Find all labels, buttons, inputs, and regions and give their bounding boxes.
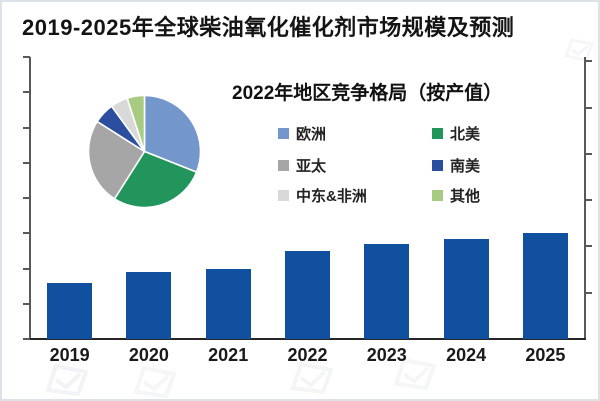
pie-slice-1 (113, 150, 198, 209)
legend-label-asia-pacific: 亚太 (296, 158, 327, 175)
y-axis-left-tick-2 (23, 126, 30, 129)
legend-label-north-america: 北美 (450, 126, 481, 143)
watermark-logo-icon (133, 365, 177, 399)
x-axis-label-2023: 2023 (366, 345, 407, 365)
y-axis-right-tick-1 (585, 245, 592, 248)
legend-item-others: 其他 (432, 185, 480, 206)
legend-swatch-asia-pacific (278, 160, 289, 171)
bar-2023 (364, 243, 410, 339)
bar-2019 (47, 282, 93, 339)
y-axis-left-tick-6 (23, 267, 30, 270)
legend-swatch-north-america (432, 128, 443, 139)
y-axis-right-tick-5 (585, 60, 592, 63)
legend-label-middle-east-africa: 中东&非洲 (296, 188, 367, 205)
x-axis-label-2025: 2025 (525, 345, 566, 365)
bar-2025 (522, 233, 568, 340)
x-axis-label-2024: 2024 (446, 345, 487, 365)
watermark-logo-icon (45, 363, 89, 397)
x-axis-label-2021: 2021 (208, 345, 249, 365)
legend-swatch-middle-east-africa (278, 190, 289, 201)
legend-item-europe: 欧洲 (278, 123, 326, 144)
legend-label-others: 其他 (450, 188, 481, 205)
y-axis-left-tick-8 (23, 338, 30, 340)
y-axis-right-tick-0 (585, 291, 592, 294)
y-axis-left (29, 57, 31, 339)
legend-item-north-america: 北美 (432, 123, 480, 144)
watermark-logo-icon (290, 361, 334, 395)
x-axis-label-2019: 2019 (49, 345, 90, 365)
watermark-logo-icon (393, 357, 437, 391)
bar-2024 (443, 238, 489, 339)
bar-2020 (126, 272, 172, 339)
y-axis-left-tick-3 (23, 161, 30, 164)
y-axis-left-tick-1 (23, 91, 30, 94)
pie-legend-title: 2022年地区竞争格局（按产值） (232, 83, 503, 104)
y-axis-right-tick-4 (585, 106, 592, 109)
legend-label-europe: 欧洲 (296, 126, 327, 143)
y-axis-right (584, 57, 586, 339)
y-axis-right-tick-3 (585, 152, 592, 155)
pie-slice-2 (87, 120, 146, 200)
bar-2022 (285, 250, 330, 339)
bar-2021 (205, 268, 251, 339)
legend-swatch-others (432, 190, 443, 201)
legend-item-south-america: 南美 (432, 155, 480, 176)
page-title: 2019-2025年全球柴油氧化催化剂市场规模及预测 (22, 15, 515, 40)
legend-swatch-europe (278, 128, 289, 139)
x-axis (29, 338, 586, 340)
watermark-logo-icon (563, 38, 595, 62)
x-axis-label-2020: 2020 (128, 345, 169, 365)
legend-label-south-america: 南美 (450, 158, 481, 175)
legend-item-asia-pacific: 亚太 (278, 155, 326, 176)
pie-slice-0 (143, 94, 202, 174)
pie-slice-5 (126, 94, 146, 152)
legend-swatch-south-america (432, 160, 443, 171)
y-axis-left-tick-4 (23, 197, 30, 199)
y-axis-left-tick-7 (23, 302, 30, 305)
legend-item-middle-east-africa: 中东&非洲 (278, 185, 367, 206)
x-axis-label-2022: 2022 (287, 345, 328, 365)
pie-chart (87, 94, 202, 209)
y-axis-left-tick-0 (23, 56, 30, 58)
y-axis-right-tick-2 (585, 199, 592, 202)
y-axis-left-tick-5 (23, 232, 30, 235)
